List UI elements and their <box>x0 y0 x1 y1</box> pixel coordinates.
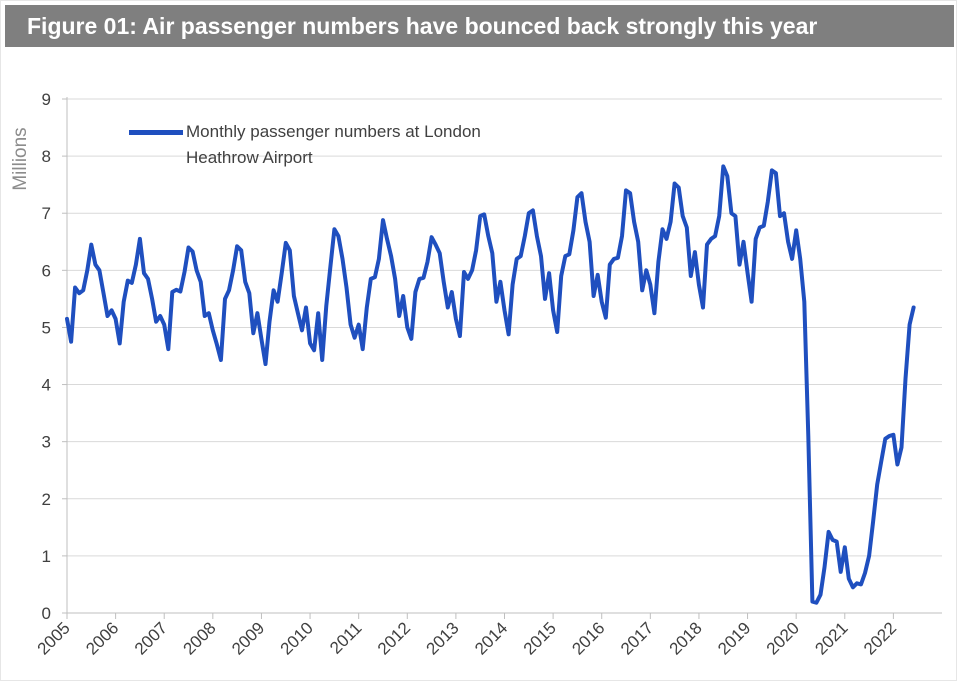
x-tick-label: 2017 <box>617 618 657 658</box>
x-tick-label: 2021 <box>811 618 851 658</box>
x-tick-label: 2016 <box>568 618 608 658</box>
x-tick-label: 2014 <box>471 618 511 658</box>
y-tick-label: 7 <box>42 204 51 223</box>
x-tick-label: 2009 <box>228 618 268 658</box>
y-tick-label: 4 <box>42 376 51 395</box>
legend-label: Monthly passenger numbers at London Heat… <box>186 122 481 167</box>
y-tick-label: 2 <box>42 490 51 509</box>
x-tick-label: 2022 <box>860 618 900 658</box>
x-tick-label: 2007 <box>131 618 171 658</box>
y-tick-label: 5 <box>42 318 51 337</box>
y-tick-label: 6 <box>42 261 51 280</box>
y-tick-label: 1 <box>42 547 51 566</box>
x-tick-label: 2010 <box>277 618 317 658</box>
x-tick-label: 2015 <box>520 618 560 658</box>
y-tick-label: 8 <box>42 147 51 166</box>
y-tick-label: 0 <box>42 604 51 623</box>
series-line <box>65 164 916 605</box>
y-tick-label: 9 <box>42 90 51 109</box>
y-tick-label: 3 <box>42 433 51 452</box>
x-tick-label: 2006 <box>82 618 122 658</box>
y-axis-title: Millions <box>10 127 31 190</box>
x-tick-label: 2008 <box>179 618 219 658</box>
legend-swatch <box>129 130 183 135</box>
x-tick-label: 2012 <box>374 618 414 658</box>
x-tick-label: 2005 <box>34 618 74 658</box>
x-tick-label: 2019 <box>714 618 754 658</box>
legend: Monthly passenger numbers at London Heat… <box>129 119 506 171</box>
x-tick-label: 2013 <box>423 618 463 658</box>
x-tick-label: 2018 <box>666 618 706 658</box>
x-tick-label: 2020 <box>763 618 803 658</box>
x-tick-label: 2011 <box>326 618 365 657</box>
figure-title: Figure 01: Air passenger numbers have bo… <box>5 5 954 47</box>
